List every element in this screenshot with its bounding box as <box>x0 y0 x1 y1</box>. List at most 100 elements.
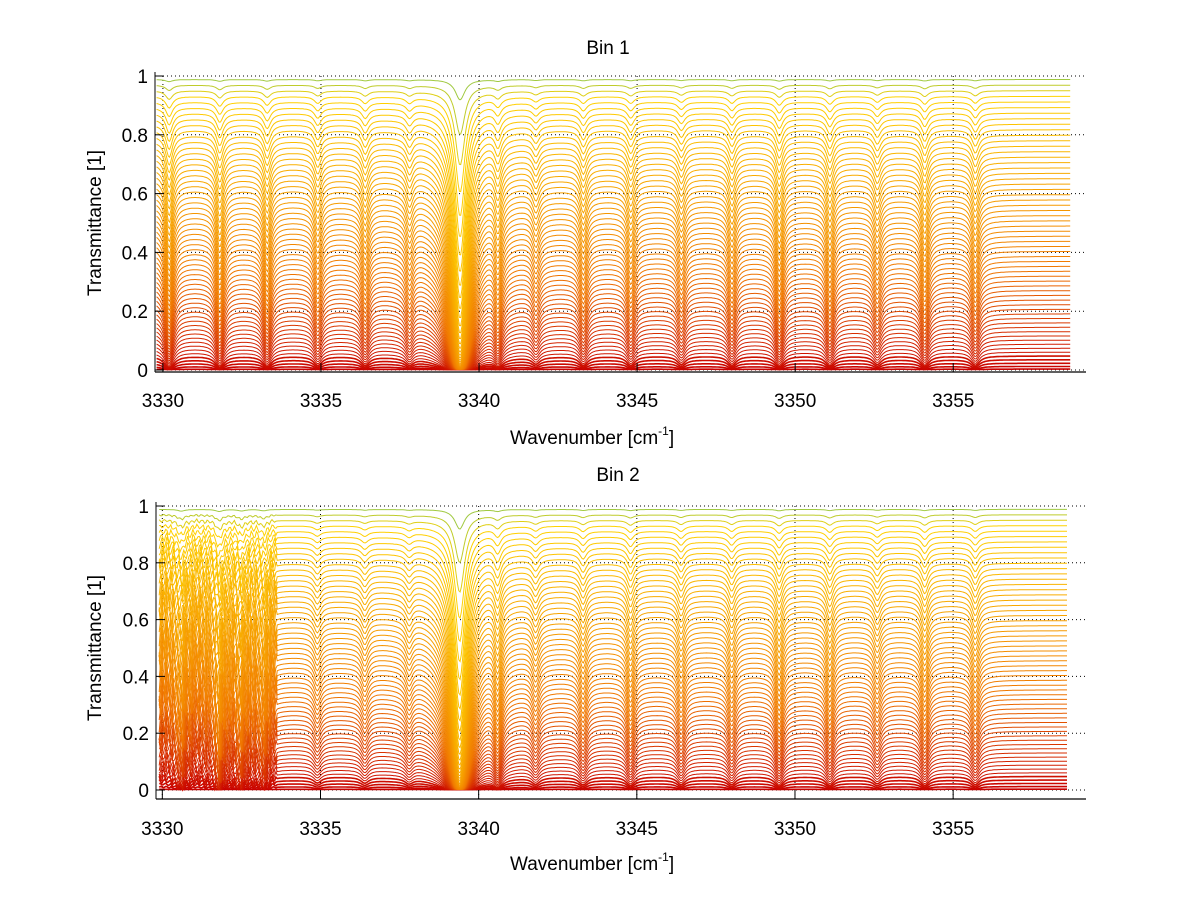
x-tick-label: 3350 <box>774 391 816 412</box>
y-tick-label: 0.6 <box>123 611 149 632</box>
series-line <box>158 785 1067 791</box>
series-line <box>156 290 1071 370</box>
series-line <box>159 567 1067 749</box>
x-tick-label: 3355 <box>932 819 974 840</box>
series-line <box>158 671 1067 790</box>
x-axis-label-end: ] <box>669 428 674 449</box>
x-tick-labels: 3330 3335 3340 3345 3350 3355 <box>141 819 974 840</box>
series-line <box>156 220 1071 368</box>
series-line <box>158 619 1067 787</box>
series-line <box>159 656 1067 790</box>
series-line <box>156 240 1071 370</box>
series-line <box>156 215 1071 368</box>
series-line <box>158 719 1067 790</box>
series-line <box>156 183 1071 359</box>
y-tick-label: 0 <box>137 361 148 382</box>
series-line <box>158 674 1067 790</box>
series-line <box>156 265 1071 370</box>
panel-title: Bin 1 <box>586 38 629 59</box>
x-tick-label: 3345 <box>616 391 658 412</box>
series-line <box>158 626 1067 788</box>
series-line <box>158 583 1067 771</box>
x-tick-label: 3340 <box>458 819 500 840</box>
series-line <box>156 134 1071 309</box>
x-tick-label: 3335 <box>299 819 341 840</box>
series-line <box>156 326 1071 370</box>
series-line <box>158 760 1067 791</box>
series-line <box>156 140 1071 319</box>
series-line <box>158 737 1067 790</box>
y-tick-label: 0 <box>138 781 149 802</box>
series-line <box>156 245 1071 370</box>
panel-bin-2: Bin 2 0 0.2 0.4 0.6 0.8 1 3330 3335 3340 3345 335… <box>85 465 1086 875</box>
series-line <box>156 322 1071 370</box>
y-tick-label: 0.8 <box>122 126 148 147</box>
x-axis-label: Wavenumber [cm-1] <box>510 424 674 449</box>
series-line <box>158 717 1067 790</box>
series-line <box>156 84 1071 135</box>
panel-title: Bin 2 <box>596 465 639 486</box>
series-line <box>158 763 1067 790</box>
series-line <box>156 156 1071 340</box>
x-tick-labels: 3330 3335 3340 3345 3350 3355 <box>142 391 975 412</box>
series-line <box>158 773 1067 792</box>
series-line <box>156 101 1071 216</box>
series-line <box>158 586 1067 774</box>
series-line <box>156 225 1071 369</box>
x-axis-label-end: ] <box>669 854 674 875</box>
y-axis-label: Transmittance [1] <box>85 575 106 721</box>
series-line <box>158 600 1067 779</box>
series-line <box>158 767 1067 792</box>
series-group <box>158 508 1068 792</box>
x-axis-label-text: Wavenumber [cm <box>510 428 658 449</box>
y-tick-label: 1 <box>137 67 148 88</box>
series-group <box>156 79 1071 371</box>
series-line <box>158 707 1067 790</box>
series-line <box>156 167 1071 349</box>
series-line <box>158 644 1067 790</box>
series-line <box>156 347 1071 370</box>
series-line <box>156 294 1071 370</box>
x-tick-label: 3330 <box>142 391 184 412</box>
series-line <box>158 710 1067 790</box>
series-line <box>156 335 1071 370</box>
axes <box>155 502 1086 800</box>
series-line <box>158 725 1067 790</box>
series-line <box>156 145 1071 327</box>
series-line <box>156 317 1071 370</box>
series-line <box>158 660 1067 790</box>
series-line <box>158 577 1067 766</box>
series-line <box>156 339 1071 370</box>
x-axis-label: Wavenumber [cm-1] <box>510 850 674 875</box>
series-line <box>158 680 1067 790</box>
series-line <box>158 748 1067 790</box>
series-line <box>158 617 1067 786</box>
x-tick-label: 3345 <box>616 819 658 840</box>
series-line <box>158 689 1067 790</box>
y-tick-label: 0.6 <box>122 185 148 206</box>
series-line <box>156 351 1071 370</box>
series-line <box>159 508 1067 530</box>
series-line <box>156 123 1071 286</box>
y-axis-label: Transmittance [1] <box>85 150 106 296</box>
series-line <box>158 704 1067 790</box>
series-line <box>158 664 1067 790</box>
y-tick-label: 0.4 <box>123 667 150 688</box>
series-line <box>156 270 1071 370</box>
series-line <box>159 523 1067 620</box>
series-line <box>156 304 1071 370</box>
y-tick-label: 0.4 <box>122 243 149 264</box>
series-line <box>158 560 1067 741</box>
series-line <box>156 362 1071 371</box>
series-line <box>158 635 1067 789</box>
series-line <box>156 299 1071 370</box>
series-line <box>156 230 1071 369</box>
series-line <box>158 646 1067 790</box>
series-line <box>156 313 1071 370</box>
series-line <box>159 611 1067 783</box>
series-line <box>158 518 1067 593</box>
series-line <box>158 776 1067 792</box>
x-axis-label-sup: -1 <box>658 850 669 864</box>
series-line <box>158 513 1067 564</box>
